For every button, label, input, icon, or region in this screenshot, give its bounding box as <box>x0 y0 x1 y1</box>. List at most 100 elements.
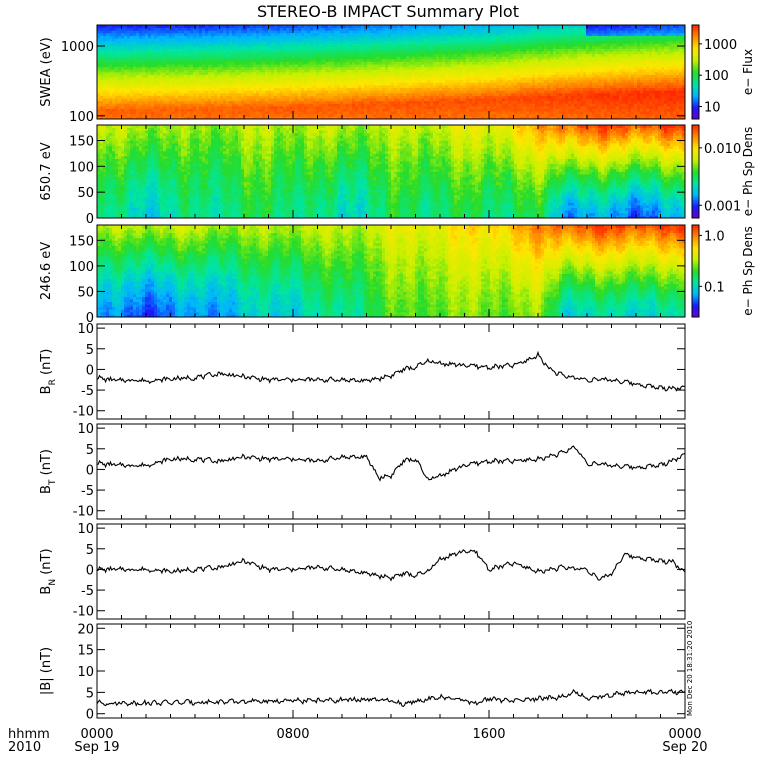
heatmap-cell <box>355 66 359 70</box>
heatmap-cell <box>331 113 335 117</box>
heatmap-cell <box>298 87 302 91</box>
heatmap-cell <box>295 38 299 42</box>
heatmap-cell <box>205 103 209 107</box>
heatmap-cell <box>148 58 152 62</box>
heatmap-cell <box>487 40 491 44</box>
heatmap-cell <box>364 108 368 112</box>
heatmap-cell <box>415 100 419 104</box>
heatmap-cell <box>334 82 338 86</box>
heatmap-cell <box>178 66 182 70</box>
heatmap-cell <box>334 61 338 65</box>
heatmap-cell <box>445 58 449 62</box>
heatmap-cell <box>223 66 227 70</box>
heatmap-cell <box>382 61 386 65</box>
heatmap-cell <box>190 105 194 109</box>
heatmap-cell <box>358 111 362 115</box>
heatmap-cell <box>427 85 431 89</box>
heatmap-cell <box>433 27 437 31</box>
heatmap-cell <box>187 82 191 86</box>
heatmap-cell <box>502 98 506 102</box>
heatmap-cell <box>361 105 365 109</box>
heatmap-cell <box>154 74 158 78</box>
heatmap-cell <box>151 61 155 65</box>
heatmap-cell <box>220 90 224 94</box>
heatmap-cell <box>307 90 311 94</box>
heatmap-cell <box>247 87 251 91</box>
heatmap-cell <box>187 95 191 99</box>
heatmap-cell <box>310 48 314 52</box>
heatmap-cell <box>187 38 191 42</box>
heatmap-cell <box>340 61 344 65</box>
heatmap-cell <box>460 77 464 81</box>
heatmap-cell <box>136 111 140 115</box>
heatmap-cell <box>436 92 440 96</box>
heatmap-cell <box>418 74 422 78</box>
heatmap-cell <box>118 74 122 78</box>
heatmap-cell <box>490 51 494 55</box>
heatmap-cell <box>487 45 491 49</box>
heatmap-cell <box>343 40 347 44</box>
heatmap-cell <box>118 56 122 60</box>
heatmap-cell <box>310 38 314 42</box>
heatmap-cell <box>181 66 185 70</box>
heatmap-cell <box>496 111 500 115</box>
heatmap-cell <box>337 66 341 70</box>
heatmap-cell <box>439 111 443 115</box>
heatmap-cell <box>424 98 428 102</box>
heatmap-cell <box>100 30 104 34</box>
heatmap-cell <box>244 82 248 86</box>
heatmap-cell <box>358 27 362 31</box>
heatmap-cell <box>265 108 269 112</box>
heatmap-cell <box>427 111 431 115</box>
heatmap-cell <box>121 85 125 89</box>
heatmap-cell <box>484 92 488 96</box>
heatmap-cell <box>493 113 497 117</box>
heatmap-cell <box>298 98 302 102</box>
heatmap-cell <box>403 38 407 42</box>
heatmap-cell <box>382 51 386 55</box>
heatmap-cell <box>448 40 452 44</box>
heatmap-cell <box>283 98 287 102</box>
heatmap-cell <box>415 105 419 109</box>
heatmap-cell <box>346 108 350 112</box>
heatmap-cell <box>124 25 128 29</box>
heatmap-cell <box>352 77 356 81</box>
heatmap-cell <box>442 77 446 81</box>
heatmap-cell <box>100 40 104 44</box>
heatmap-cell <box>412 40 416 44</box>
heatmap-cell <box>124 95 128 99</box>
heatmap-cell <box>481 111 485 115</box>
heatmap-cell <box>379 38 383 42</box>
heatmap-cell <box>226 98 230 102</box>
heatmap-cell <box>109 27 113 31</box>
heatmap-cell <box>175 40 179 44</box>
heatmap-cell <box>172 98 176 102</box>
heatmap-cell <box>430 38 434 42</box>
heatmap-cell <box>388 98 392 102</box>
heatmap-cell <box>277 98 281 102</box>
heatmap-cell <box>265 79 269 83</box>
heatmap-cell <box>115 85 119 89</box>
heatmap-cell <box>142 53 146 57</box>
heatmap-cell <box>256 103 260 107</box>
heatmap-cell <box>409 95 413 99</box>
heatmap-cell <box>469 64 473 68</box>
heatmap-cell <box>250 74 254 78</box>
heatmap-cell <box>193 77 197 81</box>
heatmap-cell <box>199 51 203 55</box>
heatmap-cell <box>205 45 209 49</box>
heatmap-cell <box>172 74 176 78</box>
heatmap-cell <box>355 38 359 42</box>
heatmap-cell <box>376 27 380 31</box>
heatmap-cell <box>478 87 482 91</box>
heatmap-cell <box>244 45 248 49</box>
heatmap-cell <box>391 103 395 107</box>
heatmap-cell <box>235 74 239 78</box>
heatmap-cell <box>142 95 146 99</box>
heatmap-cell <box>325 85 329 89</box>
heatmap-cell <box>385 40 389 44</box>
heatmap-cell <box>301 103 305 107</box>
heatmap-cell <box>490 30 494 34</box>
heatmap-cell <box>352 58 356 62</box>
heatmap-cell <box>319 79 323 83</box>
